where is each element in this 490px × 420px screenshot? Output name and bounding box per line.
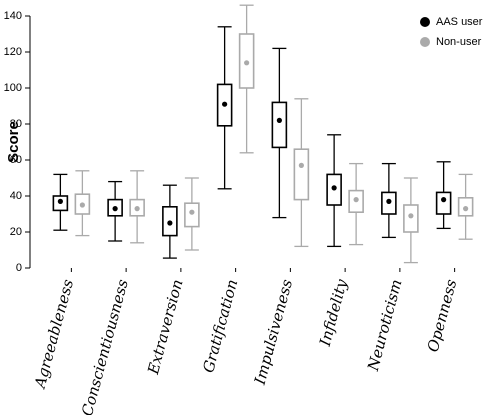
y-tick-label: 20	[10, 226, 22, 238]
y-axis-label: Score	[5, 121, 22, 163]
x-tick-label: Neuroticism	[364, 277, 406, 373]
y-tick-label: 80	[10, 118, 22, 130]
y-tick-label: 140	[4, 10, 22, 22]
center-dot	[244, 60, 250, 66]
box	[184, 202, 200, 228]
x-tick-label: Extraversion	[144, 277, 187, 377]
center-dot	[57, 198, 63, 204]
center-dot	[222, 101, 228, 107]
box	[271, 101, 288, 149]
box	[435, 191, 452, 215]
y-tick-label: 40	[10, 190, 22, 202]
x-tick-label: Agreeableness	[30, 277, 77, 392]
x-tick-label: Infidelity	[316, 277, 351, 349]
box	[293, 148, 310, 201]
legend-marker	[420, 37, 430, 47]
y-tick-label: 0	[16, 262, 22, 274]
center-dot	[134, 206, 140, 212]
legend-label: Non-user	[436, 36, 482, 48]
center-dot	[112, 206, 118, 212]
center-dot	[463, 206, 469, 212]
center-dot	[441, 197, 447, 203]
legend-marker	[420, 17, 430, 27]
center-dot	[79, 202, 85, 208]
center-dot	[353, 197, 359, 203]
x-tick-label: Gratification	[199, 277, 241, 374]
box	[403, 204, 419, 233]
center-dot	[408, 213, 414, 219]
y-tick-label: 60	[10, 154, 22, 166]
x-tick-label: Openness	[424, 277, 461, 354]
x-tick-label: Conscientiousness	[78, 277, 132, 415]
center-dot	[276, 117, 282, 123]
center-dot	[167, 220, 173, 226]
center-dot	[189, 209, 195, 215]
center-dot	[298, 162, 304, 168]
legend-label: AAS user	[436, 16, 483, 28]
center-dot	[386, 198, 392, 204]
y-tick-label: 100	[4, 82, 22, 94]
center-dot	[331, 185, 337, 191]
y-tick-label: 120	[4, 46, 22, 58]
x-tick-label: Impulsiveness	[251, 277, 297, 387]
